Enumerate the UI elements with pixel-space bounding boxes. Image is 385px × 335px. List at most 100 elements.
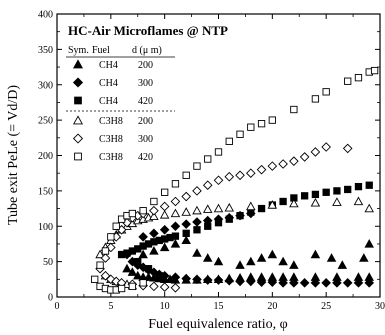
data-point: [159, 201, 170, 212]
data-point: [225, 137, 233, 145]
legend-diameter: 200: [138, 116, 153, 127]
data-point: [165, 274, 175, 283]
x-tick-label: 20: [267, 301, 277, 312]
data-point: [224, 202, 235, 212]
legend-fuel: C3H8: [99, 116, 123, 127]
data-point: [202, 253, 213, 262]
data-point: [192, 274, 202, 285]
data-point: [204, 222, 212, 230]
data-point: [192, 205, 202, 215]
data-point: [278, 256, 288, 266]
legend-marker: [72, 115, 84, 125]
data-point: [289, 260, 299, 269]
y-tick-label: 150: [38, 186, 53, 197]
x-tick-label: 25: [321, 301, 331, 312]
data-point: [300, 192, 309, 200]
data-point: [202, 180, 213, 191]
data-point: [310, 278, 321, 288]
data-point: [149, 281, 159, 292]
data-point: [311, 95, 320, 103]
data-point: [181, 207, 191, 216]
legend-fuel: CH4: [99, 60, 118, 71]
data-point: [182, 229, 190, 237]
data-point: [289, 156, 299, 166]
data-point: [246, 256, 256, 266]
data-point: [224, 171, 235, 182]
data-point: [213, 275, 224, 285]
data-point: [279, 197, 287, 206]
data-point: [236, 211, 244, 220]
data-point: [321, 278, 331, 288]
legend-header-sym: Sym.: [68, 45, 89, 56]
data-point: [192, 217, 202, 227]
legend-marker: [74, 96, 82, 105]
y-tick-label: 200: [38, 151, 53, 162]
data-point: [257, 204, 266, 213]
data-point: [344, 185, 352, 194]
data-point: [246, 276, 256, 287]
legend-fuel: C3H8: [99, 152, 123, 163]
data-point: [182, 171, 190, 179]
data-point: [138, 232, 148, 242]
data-point: [267, 200, 278, 209]
data-point: [268, 116, 276, 124]
data-point: [246, 168, 256, 178]
data-point: [236, 130, 244, 138]
data-point: [364, 278, 375, 288]
data-point: [170, 239, 181, 248]
legend-fuel: C3H8: [99, 134, 123, 145]
data-point: [106, 274, 116, 285]
legend-fuel: CH4: [99, 96, 118, 107]
series-5: [91, 66, 379, 294]
y-tick-label: 300: [38, 80, 53, 91]
data-point: [246, 201, 256, 211]
data-point: [322, 188, 330, 196]
y-tick-label: 100: [38, 222, 53, 233]
data-point: [134, 257, 142, 266]
data-point: [159, 282, 170, 292]
data-point: [161, 188, 169, 196]
data-point: [256, 164, 267, 175]
legend-diameter: 300: [138, 78, 153, 89]
y-tick-label: 400: [38, 10, 53, 21]
data-point: [326, 253, 337, 262]
legend-diameter: 200: [138, 60, 153, 71]
data-point: [267, 249, 278, 259]
data-point: [257, 120, 266, 128]
data-point: [235, 170, 245, 181]
legend-diameter: 420: [138, 96, 153, 107]
x-tick-label: 5: [108, 301, 113, 312]
data-point: [149, 205, 159, 216]
data-point: [138, 249, 148, 259]
data-point: [132, 270, 143, 280]
x-tick-label: 30: [375, 301, 385, 312]
data-point: [128, 209, 137, 218]
data-point: [310, 249, 321, 259]
data-point: [310, 197, 321, 207]
data-point: [322, 88, 330, 96]
axis-ticks: [56, 13, 381, 298]
legend-diameter: 300: [138, 134, 153, 145]
data-point: [139, 207, 147, 215]
data-point: [321, 142, 331, 152]
data-point: [289, 198, 299, 208]
data-point: [170, 208, 181, 218]
data-point: [101, 247, 110, 255]
data-point: [214, 148, 223, 156]
y-tick-label: 250: [38, 116, 53, 127]
data-point: [235, 260, 245, 269]
data-point: [337, 260, 348, 269]
y-tick-label: 0: [48, 293, 53, 304]
chart-title: HC-Air Microflames @ NTP: [68, 23, 228, 38]
data-point: [354, 74, 363, 82]
data-point: [202, 204, 213, 213]
data-point: [202, 275, 213, 285]
y-tick-label: 50: [43, 257, 53, 268]
x-tick-label: 15: [214, 301, 224, 312]
data-point: [225, 215, 233, 223]
data-point: [127, 267, 138, 276]
data-point: [149, 246, 159, 255]
data-point: [278, 278, 288, 288]
data-point: [111, 276, 122, 287]
